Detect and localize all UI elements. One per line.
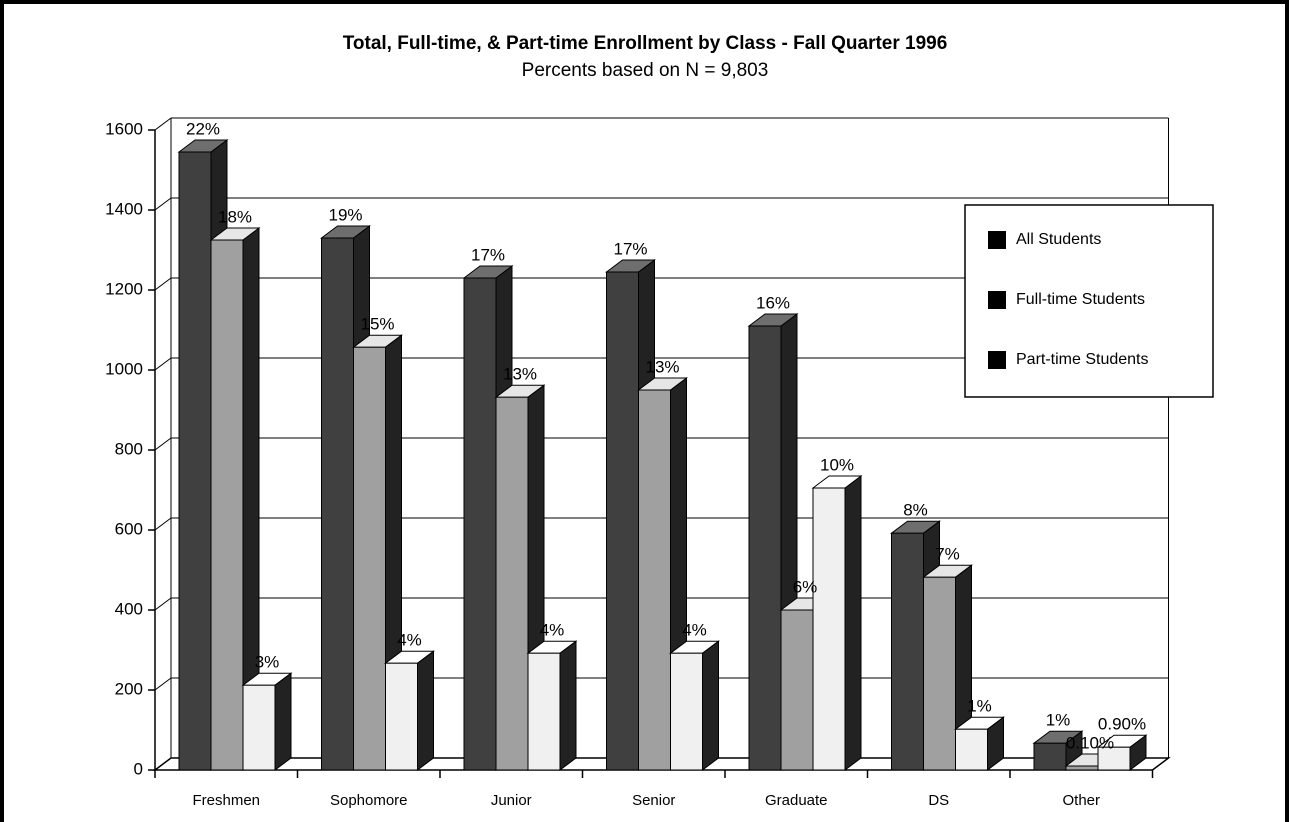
- bar-side: [559, 640, 577, 771]
- data-label: 15%: [360, 315, 394, 334]
- legend-box: [964, 204, 1214, 398]
- bar: [463, 277, 497, 771]
- data-label: 0.10%: [1066, 733, 1114, 752]
- y-tick-label: 1000: [105, 359, 143, 378]
- bar: [1097, 746, 1131, 771]
- data-label: 0.90%: [1098, 715, 1146, 734]
- bar-side: [702, 640, 719, 771]
- y-tick-label: 800: [115, 439, 143, 458]
- y-tick-depth: [154, 197, 172, 211]
- y-tick-label: 400: [115, 599, 143, 618]
- bar: [955, 728, 988, 771]
- data-label: 8%: [903, 501, 928, 520]
- legend-label: Part-time Students: [1016, 351, 1149, 368]
- data-label: 17%: [613, 239, 647, 258]
- x-tick-label: Sophomore: [330, 792, 408, 809]
- bar: [923, 576, 956, 771]
- bar: [1033, 742, 1067, 771]
- y-tick-depth: [154, 357, 172, 371]
- bar: [242, 684, 276, 771]
- chart-title: Total, Full-time, & Part-time Enrollment…: [343, 33, 948, 54]
- data-label: 13%: [645, 357, 679, 376]
- bar: [1065, 765, 1099, 771]
- bar: [210, 239, 244, 771]
- y-tick-depth: [154, 597, 172, 611]
- data-label: 10%: [820, 455, 854, 474]
- y-tick-label: 200: [115, 679, 143, 698]
- bar-side: [274, 672, 292, 771]
- bar: [178, 151, 212, 771]
- legend-label: Full-time Students: [1016, 291, 1145, 308]
- bar: [321, 237, 354, 771]
- bar-side: [417, 650, 434, 771]
- x-tick-label: Freshmen: [192, 792, 260, 809]
- y-tick-depth: [154, 677, 172, 691]
- y-tick-label: 1400: [105, 199, 143, 218]
- x-tick-label: Graduate: [765, 792, 828, 809]
- data-label: 4%: [540, 621, 565, 640]
- x-tick-label: DS: [928, 792, 949, 809]
- legend-label: All Students: [1016, 231, 1101, 248]
- data-label: 17%: [471, 245, 505, 264]
- data-label: 3%: [255, 653, 280, 672]
- y-tick-depth: [154, 277, 172, 291]
- data-label: 13%: [503, 365, 537, 384]
- legend-swatch: [988, 351, 1006, 369]
- y-tick-label: 0: [134, 759, 143, 778]
- bar-side: [844, 475, 862, 771]
- x-tick-label: Other: [1062, 792, 1100, 809]
- y-tick-depth: [154, 117, 172, 131]
- bar: [495, 396, 529, 771]
- chart-subtitle: Percents based on N = 9,803: [522, 60, 769, 81]
- x-tick-label: Senior: [632, 792, 675, 809]
- y-tick-label: 600: [115, 519, 143, 538]
- data-label: 18%: [218, 207, 252, 226]
- data-label: 22%: [186, 119, 220, 138]
- bar: [606, 271, 639, 771]
- legend-swatch: [988, 231, 1006, 249]
- bar: [638, 389, 671, 771]
- data-label: 1%: [967, 697, 992, 716]
- y-tick-label: 1600: [105, 119, 143, 138]
- bar: [670, 652, 703, 771]
- data-label: 19%: [328, 205, 362, 224]
- bar: [527, 652, 561, 771]
- data-label: 4%: [397, 631, 422, 650]
- bar: [780, 609, 814, 771]
- bar: [353, 346, 386, 771]
- y-tick-depth: [154, 437, 172, 451]
- bar: [385, 662, 418, 771]
- bar: [891, 532, 924, 771]
- data-label: 16%: [756, 293, 790, 312]
- y-tick-depth: [154, 757, 172, 771]
- data-label: 4%: [682, 621, 707, 640]
- bar: [748, 325, 782, 771]
- y-tick-label: 1200: [105, 279, 143, 298]
- y-tick-depth: [154, 517, 172, 531]
- data-label: 1%: [1046, 711, 1071, 730]
- bar: [812, 487, 846, 771]
- data-label: 6%: [793, 577, 818, 596]
- data-label: 7%: [935, 545, 960, 564]
- legend-swatch: [988, 291, 1006, 309]
- x-tick-label: Junior: [491, 792, 532, 809]
